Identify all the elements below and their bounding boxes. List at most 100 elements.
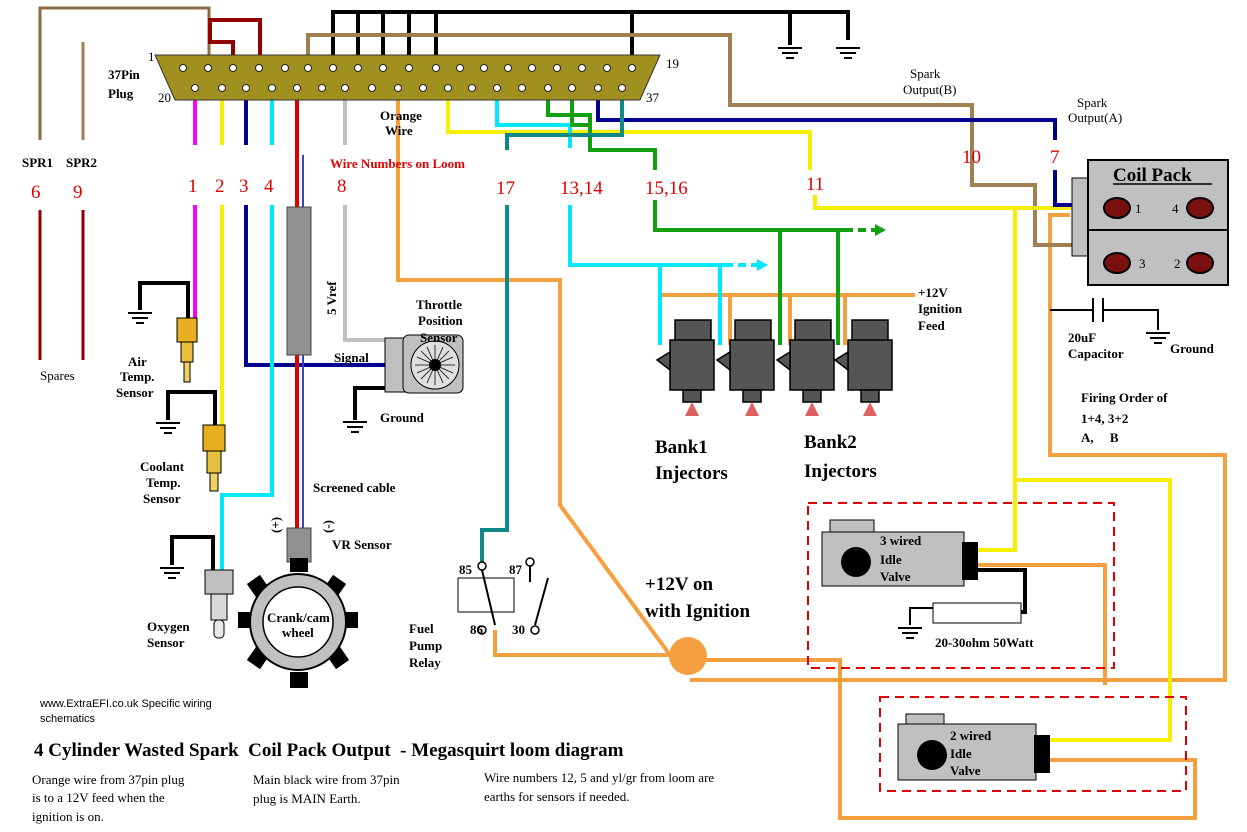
coolant-temp-sensor: Coolant Temp. Sensor: [140, 422, 226, 506]
note3-line2: earths for sensors if needed.: [484, 789, 629, 804]
footer: www.ExtraEFI.co.uk Specific wiring schem…: [32, 698, 714, 824]
oxygen-label-1: Oxygen: [147, 619, 190, 634]
vr-plus-label: (+): [268, 517, 283, 533]
relay-label-2: Pump: [409, 638, 442, 653]
wire-num-17: 17: [496, 178, 515, 199]
loom-numbers: Wire Numbers on Loom Orange Wire 1 2 3 4…: [188, 108, 1060, 199]
spark-b-label-2: Output(B): [903, 82, 956, 97]
feed-label-2: Ignition: [918, 301, 963, 316]
idle-valve-3-wire: 3 wired Idle Valve 20-30ohm 50Watt: [807, 502, 1115, 669]
air-label-3: Sensor: [116, 385, 154, 400]
spark-a-label-2: Output(A): [1068, 110, 1122, 125]
relay-87-label: 87: [509, 562, 523, 577]
air-temp-sensor: Air Temp. Sensor: [116, 312, 198, 400]
air-label-2: Temp.: [120, 369, 155, 384]
pin-1-label: 1: [148, 49, 155, 64]
vr-minus-label: (-): [320, 520, 335, 533]
orange-wire: [396, 95, 672, 657]
screened-cable-label: Screened cable: [313, 480, 396, 495]
pin-19-label: 19: [666, 56, 679, 71]
note2-line2: plug is MAIN Earth.: [253, 791, 361, 806]
ground-icon: [1145, 332, 1171, 344]
wire-num-10: 10: [962, 147, 981, 168]
coil-4-label: 4: [1172, 201, 1179, 216]
green-injector-feed: [778, 230, 840, 345]
relay-85-label: 85: [459, 562, 473, 577]
tps-ground-label: Ground: [380, 410, 425, 425]
relay-label-3: Relay: [409, 655, 441, 670]
bank1-label-1: Bank1: [655, 437, 708, 458]
fuel-pump-relay: 85 87 86 30 Fuel Pump Relay: [409, 557, 549, 670]
ground-icon: [835, 47, 861, 59]
crank-label-1: Crank/cam: [267, 610, 330, 625]
navy-wire-3: [244, 85, 385, 367]
coil-terminal-icon: [1186, 252, 1214, 274]
idle3-label-3: Valve: [880, 569, 911, 584]
orange-idle2-feed: [690, 658, 1197, 820]
note2-line1: Main black wire from 37pin: [253, 772, 400, 787]
37pin-plug: 37Pin Plug 1 19 20 37: [108, 49, 679, 105]
pin-20-label: 20: [158, 90, 171, 105]
oxygen-label-2: Sensor: [147, 635, 185, 650]
ground-icon: [159, 567, 185, 579]
idle2-label-1: 2 wired: [950, 728, 992, 743]
coil-terminal-icon: [1103, 197, 1131, 219]
note1-line3: ignition is on.: [32, 809, 104, 824]
firing-order-1: Firing Order of: [1081, 390, 1168, 405]
plug-title-1: 37Pin: [108, 67, 141, 82]
oxygen-sensor: Oxygen Sensor: [147, 567, 234, 650]
pin-37-label: 37: [646, 90, 660, 105]
relay-label-1: Fuel: [409, 621, 434, 636]
site-label-2: schematics: [40, 713, 96, 725]
brown-spark-b-wire: [306, 33, 1072, 247]
wire-num-11: 11: [806, 174, 824, 195]
wire-num-13-14: 13,14: [560, 178, 603, 199]
orange-coil-feed: [690, 213, 1227, 682]
spares: SPR1 SPR2 6 9 Spares: [22, 155, 97, 383]
note1-line2: is to a 12V feed when the: [32, 790, 165, 805]
coil-2-label: 2: [1174, 256, 1181, 271]
black-earth-bus: [331, 10, 850, 75]
resistor-ground: [909, 607, 935, 625]
ground-icon: [155, 422, 181, 434]
ignition-junction: [669, 637, 707, 675]
wire-num-15-16: 15,16: [645, 178, 688, 199]
coolant-ground-wire: [166, 390, 217, 425]
loom-title: Wire Numbers on Loom: [330, 156, 465, 171]
resistor-label: 20-30ohm 50Watt: [935, 635, 1034, 650]
spr2-label: SPR2: [66, 155, 97, 170]
feed-label-1: +12V: [918, 285, 948, 300]
ground-icon: [127, 312, 153, 324]
bank2-label-1: Bank2: [804, 432, 857, 453]
orange-idle3-feed: [978, 563, 1107, 685]
plug-title-2: Plug: [108, 86, 134, 101]
coolant-label-2: Temp.: [146, 475, 181, 490]
coolant-label-1: Coolant: [140, 459, 185, 474]
ignition-label-1: +12V on: [645, 574, 713, 595]
teal-wire-17: [480, 85, 624, 562]
spares-darkred-lines: [38, 210, 85, 360]
wire-num-9: 9: [73, 182, 83, 203]
injectors: +12V Ignition Feed Bank1 Injectors Bank2…: [655, 224, 963, 484]
vr-sensor: [286, 527, 312, 563]
ground-icon: [777, 47, 803, 59]
idle3-label-1: 3 wired: [880, 533, 922, 548]
oxygen-ground-wire: [170, 535, 215, 572]
orange-wire-label-2: Wire: [385, 123, 413, 138]
capacitor-ground: [1050, 309, 1159, 330]
wire-num-7: 7: [1050, 147, 1060, 168]
coil-terminal-icon: [1186, 197, 1214, 219]
spark-b-label-1: Spark: [910, 66, 941, 81]
firing-order-3: A, B: [1081, 430, 1119, 445]
coil-pack-title: Coil Pack: [1113, 165, 1192, 186]
wire-num-8: 8: [337, 176, 347, 197]
coil-3-label: 3: [1139, 256, 1146, 271]
idle-valve-2-wire: 2 wired Idle Valve: [879, 696, 1187, 792]
capacitor: 20uF Capacitor Ground: [1068, 298, 1215, 361]
idle2-label-2: Idle: [950, 746, 972, 761]
orange-relay-wire: [493, 630, 672, 657]
spares-label: Spares: [40, 368, 75, 383]
yellow-idle2-wire: [1015, 478, 1172, 742]
coolant-label-3: Sensor: [143, 491, 181, 506]
